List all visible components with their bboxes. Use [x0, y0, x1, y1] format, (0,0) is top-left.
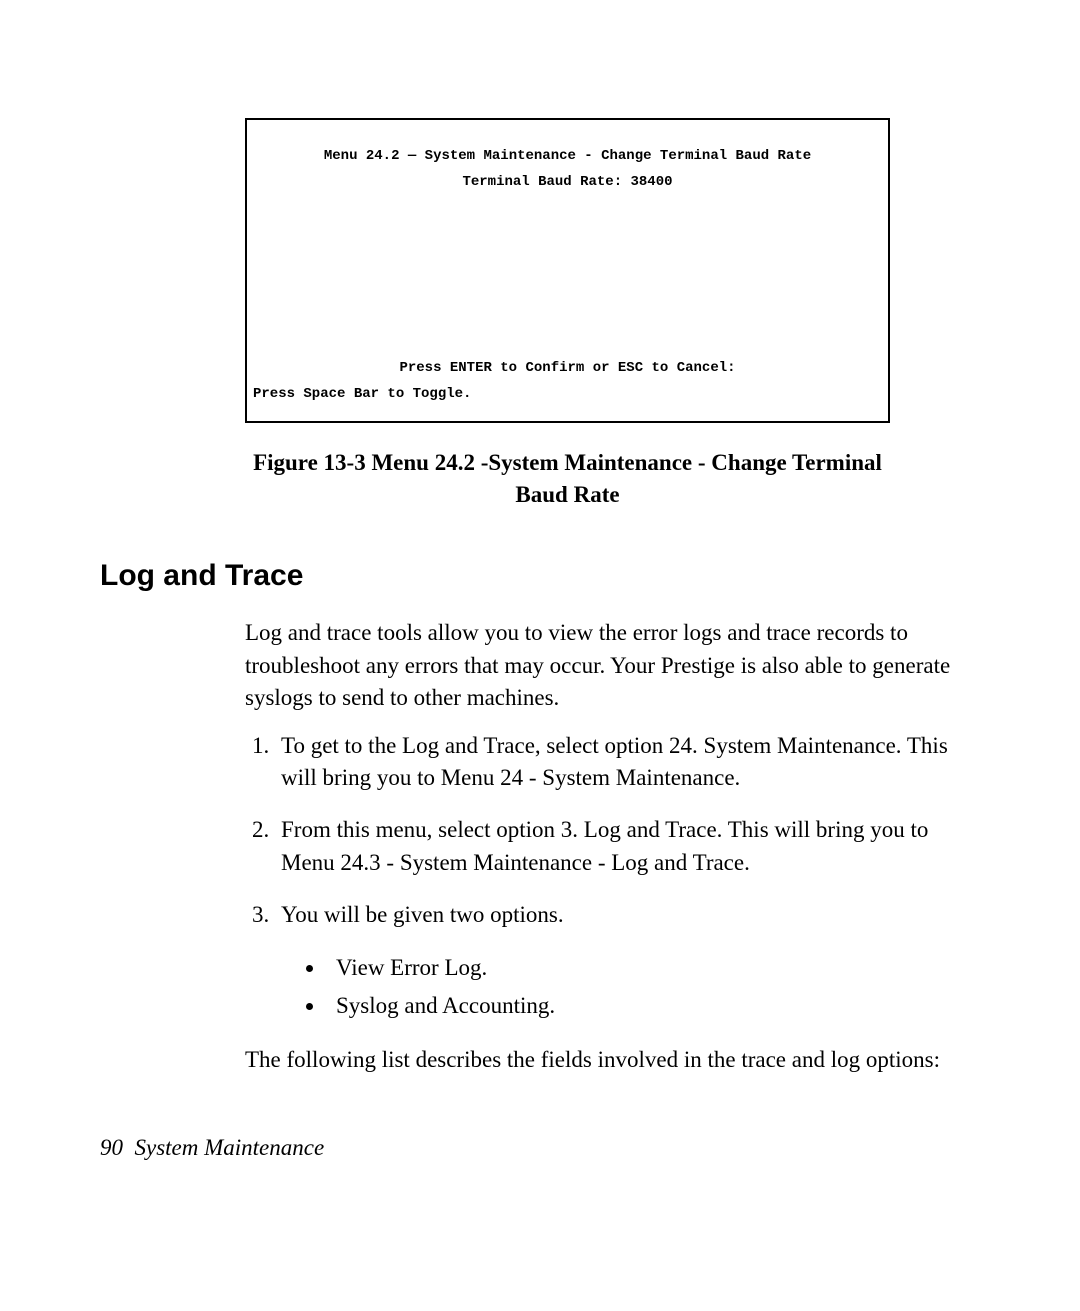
terminal-toggle-prompt: Press Space Bar to Toggle.	[247, 386, 888, 402]
options-bullet-list: View Error Log. Syslog and Accounting.	[326, 951, 985, 1024]
step-item: To get to the Log and Trace, select opti…	[275, 730, 985, 794]
step-text: You will be given two options.	[281, 902, 564, 927]
step-item: You will be given two options. View Erro…	[275, 899, 985, 1024]
figure-caption: Figure 13-3 Menu 24.2 -System Maintenanc…	[245, 447, 890, 511]
step-text: To get to the Log and Trace, select opti…	[281, 733, 948, 790]
terminal-screenshot: Menu 24.2 — System Maintenance - Change …	[245, 118, 890, 423]
step-item: From this menu, select option 3. Log and…	[275, 814, 985, 878]
section-heading: Log and Trace	[100, 559, 985, 593]
terminal-title-line: Menu 24.2 — System Maintenance - Change …	[247, 148, 888, 164]
bullet-item: View Error Log.	[326, 951, 985, 986]
closing-paragraph: The following list describes the fields …	[245, 1044, 985, 1076]
step-text: From this menu, select option 3. Log and…	[281, 817, 928, 874]
steps-list: To get to the Log and Trace, select opti…	[245, 730, 985, 1024]
terminal-confirm-prompt: Press ENTER to Confirm or ESC to Cancel:	[247, 360, 888, 376]
page-number: 90	[100, 1135, 123, 1160]
bullet-item: Syslog and Accounting.	[326, 989, 985, 1024]
chapter-title: System Maintenance	[135, 1135, 325, 1160]
terminal-baud-rate-line: Terminal Baud Rate: 38400	[247, 174, 888, 190]
page-footer: 90 System Maintenance	[100, 1135, 324, 1161]
intro-paragraph: Log and trace tools allow you to view th…	[245, 617, 985, 714]
